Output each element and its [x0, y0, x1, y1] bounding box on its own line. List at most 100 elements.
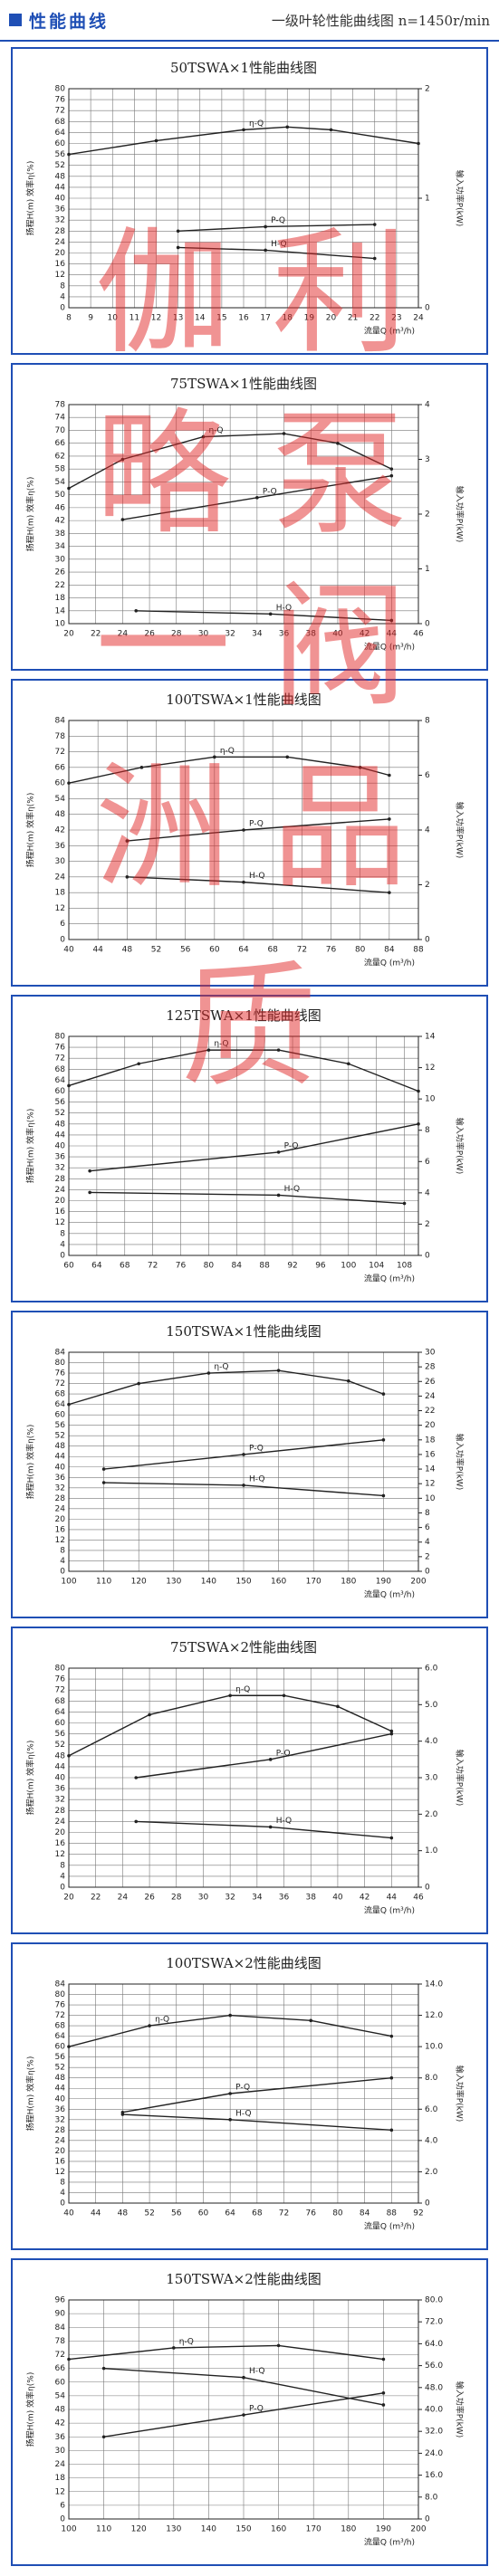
y2-tick-label: 14 [425, 1033, 436, 1042]
y-tick-label: 60 [55, 1087, 66, 1096]
y-tick-label: 60 [55, 2043, 66, 2052]
y-tick-label: 68 [55, 1390, 66, 1399]
point [372, 223, 377, 226]
x-axis-label: 流量Q (m³/h) [364, 958, 415, 968]
y-tick-label: 80 [55, 1990, 66, 1999]
y-tick-label: 12 [55, 271, 65, 280]
point [201, 434, 206, 439]
x-tick-label: 20 [63, 630, 74, 639]
y-tick-label: 32 [55, 1164, 65, 1173]
x-tick-label: 180 [341, 2525, 356, 2534]
y2-axis-label: 输入功率P(kW) [455, 170, 465, 227]
y-tick-label: 50 [55, 491, 66, 500]
y-tick-label: 64 [55, 2032, 66, 2041]
y2-tick-label: 0 [425, 2199, 430, 2209]
point [154, 138, 158, 143]
x-tick-label: 8 [66, 314, 72, 323]
chart-panel: 150TSWA×1性能曲线图 0 4 8 12 16 20 24 28 32 36 40 44 48 52 5… [11, 1311, 488, 1618]
y-tick-label: 20 [55, 2147, 66, 2156]
y-tick-label: 0 [60, 936, 65, 945]
x-tick-label: 16 [238, 314, 249, 323]
y-tick-label: 72 [55, 748, 65, 757]
point [67, 1402, 71, 1407]
y-tick-label: 48 [55, 810, 66, 819]
curve-label: η-Q [208, 426, 223, 435]
y-tick-label: 52 [55, 1109, 65, 1118]
y-tick-label: 80 [55, 85, 66, 94]
y-tick-label: 52 [55, 161, 65, 170]
x-tick-label: 44 [387, 630, 398, 639]
y2-tick-label: 4 [425, 1188, 430, 1197]
plot-frame [68, 1667, 419, 1888]
y-tick-label: 44 [55, 183, 66, 192]
y-tick-label: 80 [55, 1033, 66, 1042]
y-tick-label: 42 [55, 517, 65, 526]
x-tick-label: 52 [151, 946, 161, 955]
point [276, 1150, 281, 1154]
y2-tick-label: 4 [425, 1538, 430, 1547]
x-tick-label: 84 [360, 2209, 370, 2218]
y2-tick-label: 0 [425, 1252, 430, 1261]
y2-axis-label: 输入功率P(kW) [455, 486, 465, 543]
y-tick-label: 32 [55, 2115, 65, 2124]
point [148, 1713, 151, 1717]
y2-tick-label: 72.0 [425, 2318, 443, 2327]
point [347, 1379, 350, 1383]
curve-label: P-Q [249, 820, 264, 829]
y-tick-label: 60 [55, 1719, 66, 1728]
y-tick-label: 56 [55, 1730, 66, 1739]
y2-tick-label: 22 [425, 1407, 435, 1416]
y-tick-label: 80 [55, 1359, 66, 1368]
curve-label: H-Q [284, 1185, 300, 1194]
x-tick-label: 140 [201, 2525, 216, 2534]
y2-tick-label: 0 [425, 1884, 430, 1893]
point [67, 152, 71, 157]
x-tick-label: 100 [61, 2525, 76, 2534]
y-tick-label: 44 [55, 1762, 66, 1771]
y-tick-label: 24 [55, 873, 66, 882]
curve-label: H-Q [249, 872, 264, 881]
y-tick-label: 36 [55, 2105, 66, 2114]
y-tick-label: 24 [55, 2460, 66, 2469]
y-tick-label: 20 [55, 1515, 66, 1524]
x-tick-label: 84 [232, 1262, 243, 1271]
point [228, 2092, 232, 2095]
point [242, 128, 245, 132]
y-tick-label: 72 [55, 2351, 65, 2360]
y2-tick-label: 1 [425, 195, 430, 204]
point [402, 1201, 407, 1206]
y2-tick-label: 6.0 [425, 2105, 438, 2114]
y-axis-label: 扬程H(m) 效率η(%) [25, 477, 36, 552]
point [276, 1369, 281, 1372]
curve [90, 1123, 419, 1172]
point [172, 2346, 176, 2350]
point [242, 1453, 245, 1456]
x-tick-label: 30 [198, 630, 209, 639]
y2-tick-label: 0 [425, 304, 430, 313]
x-tick-label: 9 [88, 314, 93, 323]
y-tick-label: 12 [55, 904, 65, 913]
point [309, 2018, 313, 2023]
y-tick-label: 60 [55, 2378, 66, 2387]
point [134, 1819, 139, 1824]
x-tick-label: 40 [63, 946, 74, 955]
y-tick-label: 36 [55, 1785, 66, 1794]
y2-tick-label: 0 [425, 936, 430, 945]
point [417, 1122, 420, 1126]
y-tick-label: 72 [55, 2011, 65, 2020]
point [381, 1438, 386, 1442]
plot-frame [68, 1983, 419, 2204]
point [389, 618, 394, 623]
y2-tick-label: 6 [425, 771, 430, 780]
x-axis-label: 流量Q (m³/h) [364, 1905, 415, 1916]
point [389, 2034, 394, 2038]
point [101, 2435, 106, 2439]
y2-tick-label: 3 [425, 455, 430, 464]
x-tick-label: 42 [360, 1894, 369, 1903]
point [67, 781, 71, 785]
point [388, 891, 391, 894]
y-tick-label: 54 [55, 478, 66, 487]
y2-tick-label: 0 [425, 620, 430, 629]
x-tick-label: 23 [391, 314, 401, 323]
point [134, 1776, 139, 1779]
